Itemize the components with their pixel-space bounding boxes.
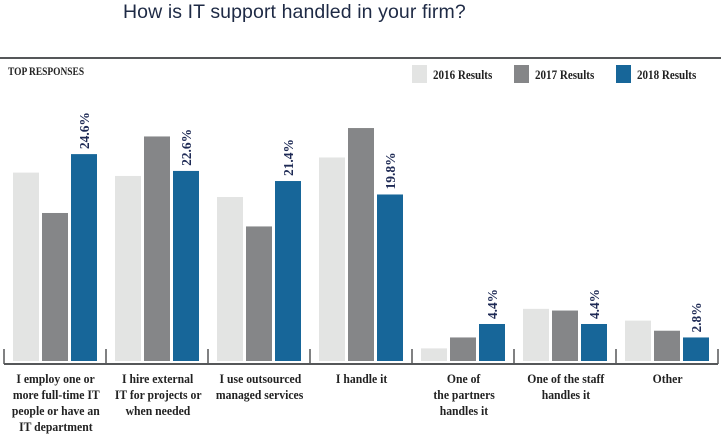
header-divider	[0, 57, 721, 59]
bar-2018-group-6	[581, 323, 607, 361]
bar-2016-group-2	[115, 175, 141, 361]
bar-2018-group-3	[275, 181, 301, 361]
data-label-2018-group-2: 22.6%	[179, 129, 194, 166]
data-label-2018-group-5: 4.4%	[485, 289, 500, 319]
category-label-line: people or have an	[12, 403, 100, 418]
category-label-line: I use outsourced	[219, 371, 301, 386]
legend-label-2017: 2017 Results	[535, 67, 595, 82]
category-label-line: IT for projects or	[114, 387, 202, 402]
bar-2017-group-5	[450, 337, 476, 361]
category-label-line: I employ one or	[16, 371, 96, 386]
data-label-2018-group-3: 21.4%	[281, 139, 296, 176]
bar-2016-group-7	[625, 320, 651, 361]
category-label-line: I handle it	[336, 371, 388, 386]
category-label-3: I use outsourced managed services	[210, 371, 310, 403]
bar-2017-group-6	[552, 310, 578, 361]
data-label-2018-group-1: 24.6%	[77, 112, 92, 149]
legend-label-2016: 2016 Results	[433, 67, 493, 82]
data-label-2018-group-6: 4.4%	[587, 289, 602, 319]
bar-2017-group-2	[144, 136, 170, 361]
legend-swatch-2016	[412, 65, 427, 83]
bar-2018-group-5	[479, 323, 505, 361]
bar-2018-group-4	[377, 194, 403, 361]
bar-2017-group-4	[348, 128, 374, 361]
category-label-line: handles it	[439, 403, 489, 418]
bar-2018-group-1	[71, 154, 97, 361]
category-label-line: when needed	[125, 403, 191, 418]
category-label-line: Other	[653, 371, 683, 386]
bar-2017-group-3	[246, 226, 272, 361]
legend-label-2018: 2018 Results	[637, 67, 697, 82]
legend-swatch-2018	[616, 65, 631, 83]
bar-2018-group-2	[173, 170, 199, 361]
bar-2016-group-6	[523, 308, 549, 361]
data-label-2018-group-4: 19.8%	[383, 152, 398, 189]
category-label-line: I hire external	[122, 371, 194, 386]
category-label-2: I hire external IT for projects or when ne…	[108, 371, 208, 419]
category-label-4: I handle it	[312, 371, 412, 387]
bar-2016-group-1	[13, 172, 39, 361]
bar-2017-group-1	[42, 212, 68, 361]
category-label-line: IT department	[19, 419, 93, 434]
data-label-2018-group-7: 2.8%	[689, 302, 704, 332]
bar-2018-group-7	[683, 337, 709, 361]
bar-2016-group-4	[319, 157, 345, 361]
category-label-1: I employ one or more full-time IT people o…	[6, 371, 106, 435]
legend-swatch-2017	[514, 65, 529, 83]
category-label-line: handles it	[541, 387, 591, 402]
bar-2017-group-7	[654, 330, 680, 361]
category-label-5: One of the partners handles it	[414, 371, 514, 419]
category-label-line: One of the staff	[527, 371, 605, 386]
bar-2016-group-5	[421, 348, 447, 361]
category-label-line: the partners	[433, 387, 495, 402]
category-label-line: more full-time IT	[12, 387, 100, 402]
category-label-line: One of	[447, 371, 481, 386]
chart-title: How is IT support handled in your firm?	[123, 1, 466, 23]
category-label-line: managed services	[216, 387, 304, 402]
category-label-7: Other	[618, 371, 718, 387]
section-label: TOP RESPONSES	[8, 66, 85, 78]
bar-2016-group-3	[217, 197, 243, 361]
category-label-6: One of the staff handles it	[516, 371, 616, 403]
